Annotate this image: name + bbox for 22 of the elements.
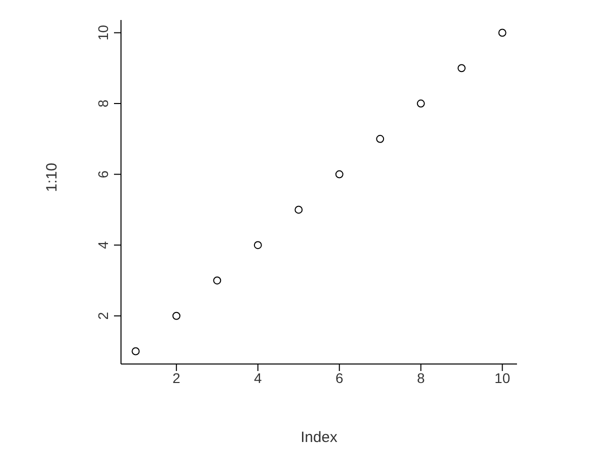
y-tick-label: 10 bbox=[95, 24, 111, 41]
x-tick-label: 2 bbox=[172, 370, 181, 386]
x-tick-label: 6 bbox=[335, 370, 344, 386]
point bbox=[458, 64, 466, 72]
point bbox=[376, 134, 384, 143]
y-tick-label: 6 bbox=[95, 170, 111, 178]
point bbox=[498, 28, 506, 37]
y-tick-label: 4 bbox=[95, 240, 111, 249]
y-tick-label: 8 bbox=[95, 99, 111, 108]
point bbox=[132, 347, 140, 356]
x-axis-title: Index bbox=[300, 429, 338, 446]
x-tick-label: 4 bbox=[254, 370, 262, 386]
point bbox=[335, 170, 344, 178]
y-tick-label: 2 bbox=[95, 312, 111, 320]
x-tick-label: 8 bbox=[416, 370, 425, 386]
point bbox=[172, 312, 180, 320]
y-axis-title: 1:10 bbox=[43, 162, 60, 192]
point bbox=[294, 206, 303, 214]
x-tick-label: 10 bbox=[494, 370, 510, 386]
point bbox=[254, 241, 262, 250]
point bbox=[213, 276, 222, 284]
point bbox=[416, 100, 425, 108]
